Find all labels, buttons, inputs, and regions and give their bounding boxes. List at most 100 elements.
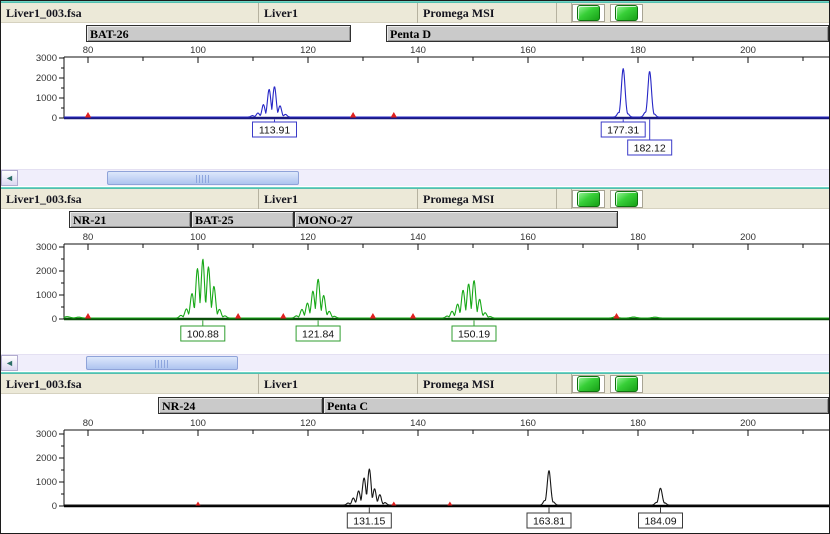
x-tick-label: 200: [740, 232, 756, 243]
electropherogram-panel-2: Liver1_003.fsa Liver1 Promega MSI NR-21 BAT-…: [1, 187, 829, 372]
x-tick-label: 160: [520, 418, 536, 429]
peak-size-label: 100.88: [180, 325, 226, 342]
dye-toggle-button-1-icon[interactable]: [577, 376, 600, 392]
svg-text:182.12: 182.12: [634, 143, 666, 155]
header-spacer-cell: [557, 3, 572, 23]
scrollbar-grip-icon: [196, 175, 209, 183]
marker-mono-27[interactable]: MONO-27: [294, 211, 618, 228]
dye-toggle-button-2-icon[interactable]: [615, 5, 638, 21]
trace-line: [63, 68, 829, 118]
marker-bat-25[interactable]: BAT-25: [191, 211, 294, 228]
file-name-cell: Liver1_003.fsa: [1, 374, 259, 394]
dye-button-cell: [610, 375, 643, 393]
marker-penta c[interactable]: Penta C: [323, 397, 829, 414]
size-standard-marker-icon: [234, 313, 242, 319]
dye-toggle-button-2-icon[interactable]: [615, 376, 638, 392]
panel-separator: [1, 1, 829, 3]
x-tick-label: 100: [190, 418, 206, 429]
peak-size-label: 182.12: [627, 139, 673, 156]
x-tick-label: 100: [190, 232, 206, 243]
dye-toggle-button-2-icon[interactable]: [615, 191, 638, 207]
marker-nr-24[interactable]: NR-24: [158, 397, 323, 414]
file-name-cell: Liver1_003.fsa: [1, 3, 259, 23]
y-tick-label: 3000: [36, 429, 57, 440]
size-standard-marker-icon: [447, 501, 453, 506]
svg-text:100.88: 100.88: [187, 329, 219, 341]
peak-size-label: 131.15: [346, 512, 392, 529]
scroll-left-button[interactable]: ◄: [1, 355, 18, 371]
size-standard-marker-icon: [613, 313, 620, 319]
panel-separator: [1, 372, 829, 374]
protocol-name-cell: Promega MSI: [418, 189, 557, 209]
electropherogram-panel-1: Liver1_003.fsa Liver1 Promega MSI BAT-26 Pen…: [1, 1, 829, 187]
x-tick-label: 180: [630, 232, 646, 243]
scrollbar-track[interactable]: [18, 170, 829, 186]
x-tick-label: 180: [630, 45, 646, 56]
sample-name-cell: Liver1: [259, 189, 418, 209]
protocol-name-cell: Promega MSI: [418, 374, 557, 394]
size-standard-marker-icon: [349, 112, 357, 118]
size-standard-marker-icon: [369, 313, 377, 319]
protocol-name-cell: Promega MSI: [418, 3, 557, 23]
x-tick-label: 180: [630, 418, 646, 429]
header-spacer-cell: [557, 374, 572, 394]
y-tick-label: 2000: [36, 453, 57, 464]
peak-size-label: 184.09: [638, 512, 683, 529]
x-tick-label: 80: [83, 45, 94, 56]
peak-size-label: 113.91: [252, 121, 297, 138]
x-tick-label: 200: [740, 418, 756, 429]
peak-size-label: 163.81: [526, 512, 572, 529]
y-tick-label: 1000: [36, 93, 57, 104]
marker-bat-26[interactable]: BAT-26: [86, 25, 351, 42]
marker-nr-21[interactable]: NR-21: [69, 211, 191, 228]
peak-size-label: 121.84: [295, 325, 341, 342]
svg-text:163.81: 163.81: [533, 516, 565, 528]
dye-toggle-button-1-icon[interactable]: [577, 5, 600, 21]
dye-toggle-button-1-icon[interactable]: [577, 191, 600, 207]
y-tick-label: 0: [52, 113, 57, 124]
peak-size-label: 150.19: [451, 325, 497, 342]
size-standard-marker-icon: [195, 501, 201, 506]
file-name-cell: Liver1_003.fsa: [1, 189, 259, 209]
horizontal-scrollbar: ◄: [1, 354, 829, 371]
dye-button-cell: [610, 190, 643, 208]
size-standard-marker-icon: [391, 501, 397, 506]
electropherogram-panel-3: Liver1_003.fsa Liver1 Promega MSI NR-24 Pent…: [1, 372, 829, 533]
sample-name-cell: Liver1: [259, 374, 418, 394]
size-standard-marker-icon: [280, 313, 287, 319]
panel-header: Liver1_003.fsa Liver1 Promega MSI: [1, 3, 829, 23]
peak-size-label: 177.31: [600, 121, 646, 138]
dye-button-cell: [572, 4, 605, 22]
scroll-left-button[interactable]: ◄: [1, 170, 18, 186]
dye-button-cell: [572, 190, 605, 208]
header-spacer-cell: [557, 189, 572, 209]
x-tick-label: 160: [520, 232, 536, 243]
x-tick-label: 120: [300, 418, 316, 429]
panel-header: Liver1_003.fsa Liver1 Promega MSI: [1, 374, 829, 394]
scrollbar-track[interactable]: [18, 355, 829, 371]
dye-button-cell: [610, 4, 643, 22]
trace-line: [63, 258, 829, 319]
trace-line: [63, 468, 829, 506]
svg-text:131.15: 131.15: [353, 516, 385, 528]
x-tick-label: 160: [520, 45, 536, 56]
size-standard-marker-icon: [390, 112, 397, 118]
scrollbar-thumb[interactable]: [107, 171, 299, 185]
size-standard-marker-icon: [409, 313, 417, 319]
x-tick-label: 140: [410, 418, 426, 429]
panel-separator: [1, 187, 829, 189]
y-tick-label: 2000: [36, 73, 57, 84]
x-tick-label: 140: [410, 45, 426, 56]
dye-button-cell: [572, 375, 605, 393]
x-tick-label: 200: [740, 45, 756, 56]
y-tick-label: 1000: [36, 477, 57, 488]
size-standard-marker-icon: [84, 313, 92, 319]
y-tick-label: 1000: [36, 290, 57, 301]
svg-text:150.19: 150.19: [458, 329, 490, 341]
scrollbar-thumb[interactable]: [86, 356, 238, 370]
svg-text:121.84: 121.84: [302, 329, 334, 341]
x-tick-label: 80: [83, 232, 94, 243]
marker-penta d[interactable]: Penta D: [386, 25, 829, 42]
y-tick-label: 0: [52, 501, 57, 512]
